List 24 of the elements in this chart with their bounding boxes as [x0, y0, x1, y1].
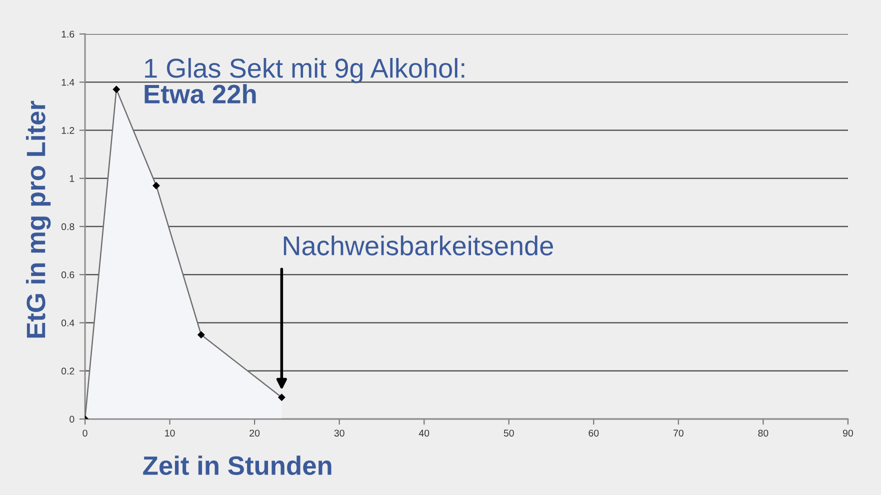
x-tick-label: 50	[504, 430, 514, 437]
x-axis-title: Zeit in Stunden	[143, 456, 332, 475]
text: Etwa 22h	[144, 84, 256, 104]
x-tick-label: 40	[418, 430, 430, 437]
text: 1 Glas Sekt mit 9g Alkohol:	[145, 58, 464, 84]
y-tick-label: 1	[70, 175, 74, 182]
x-tick-label: 80	[758, 430, 768, 437]
y-tick-label: 1.6	[62, 30, 74, 38]
y-tick-label: 0	[70, 416, 74, 423]
y-tick-label: 0.4	[61, 320, 74, 326]
y-tick-label: 1.2	[62, 126, 74, 134]
x-tick-label: 0	[82, 430, 88, 437]
y-tick-label: 0.8	[61, 223, 74, 230]
x-tick-label: 70	[674, 430, 684, 437]
y-tick-label: 0.6	[61, 271, 74, 278]
x-tick-label: 10	[165, 430, 175, 437]
y-tick-label: 1.4	[62, 78, 74, 86]
x-tick-label: 20	[250, 430, 260, 437]
y-axis-title: EtG in mg pro Liter	[26, 100, 51, 338]
x-tick-label: 30	[334, 430, 344, 437]
x-tick-label: 90	[843, 430, 853, 437]
x-tick-label: 60	[588, 430, 599, 437]
annotation: Nachweisbarkeitsende	[284, 236, 553, 256]
y-tick-label: 0.2	[61, 368, 74, 375]
